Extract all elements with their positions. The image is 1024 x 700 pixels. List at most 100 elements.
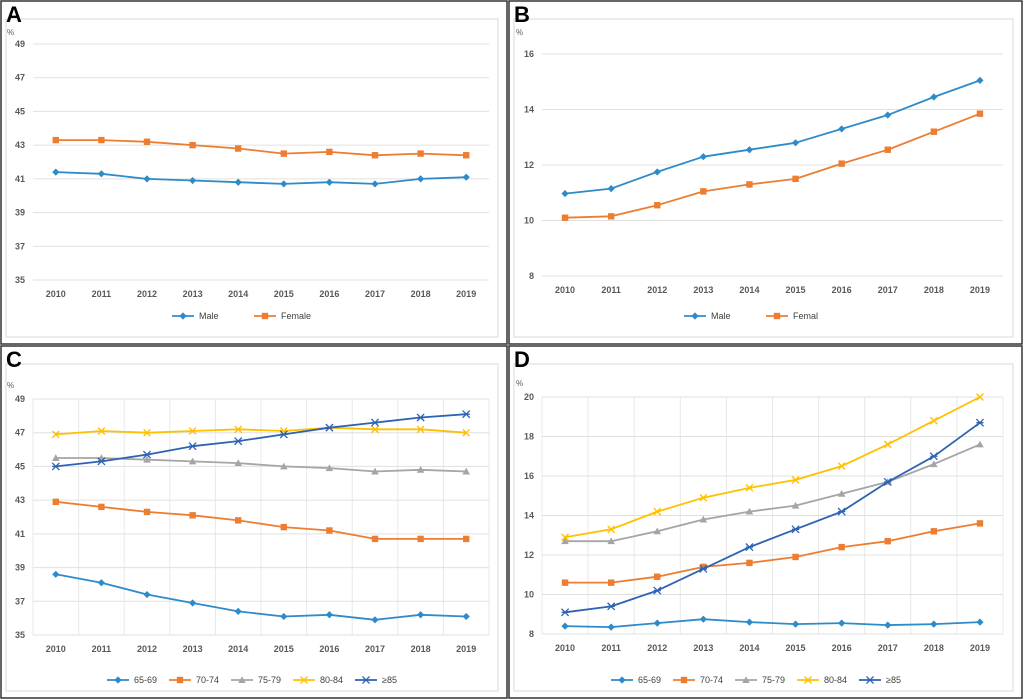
data-point <box>462 467 470 475</box>
y-axis-unit: % <box>7 28 14 37</box>
data-point <box>234 437 243 446</box>
series-line <box>55 500 467 540</box>
data-point <box>143 508 151 516</box>
data-point <box>699 564 708 573</box>
legend-marker <box>773 312 781 320</box>
panel-letter: D <box>514 347 530 372</box>
panel-frame <box>0 0 508 345</box>
data-point <box>745 483 754 492</box>
panel-frame <box>508 0 1023 345</box>
data-point <box>371 535 379 543</box>
x-tick-label: 2012 <box>647 285 667 295</box>
data-point <box>234 459 242 467</box>
x-tick-label: 2016 <box>832 643 852 653</box>
data-point <box>560 608 570 617</box>
x-tick-label: 2012 <box>647 643 667 653</box>
data-point <box>607 213 615 220</box>
chart-area-frame <box>5 18 499 338</box>
data-point <box>976 618 984 626</box>
legend-marker <box>361 675 371 685</box>
legend-marker <box>179 312 187 320</box>
x-tick-label: 2011 <box>92 644 112 654</box>
data-point <box>561 214 569 221</box>
x-tick-label: 2012 <box>137 644 157 654</box>
data-point <box>838 125 846 133</box>
chart-area-frame <box>513 18 1014 338</box>
data-point <box>371 616 379 624</box>
y-axis-unit: % <box>516 379 523 388</box>
x-tick-label: 2010 <box>46 289 66 299</box>
panel-frame <box>0 345 508 699</box>
data-point <box>97 579 105 587</box>
legend-marker <box>804 676 812 684</box>
x-tick-label: 2018 <box>411 644 431 654</box>
data-point <box>235 517 242 524</box>
data-point <box>280 612 288 621</box>
data-point <box>884 111 892 119</box>
series-line <box>55 426 467 436</box>
x-tick-label: 2010 <box>555 285 575 295</box>
series-line <box>55 413 467 468</box>
x-tick-label: 2018 <box>924 643 944 653</box>
data-point <box>417 611 425 619</box>
panel-c: C% 35 37 39 41 43 45 47 49 2010 2011 2012 2013 2014 20… <box>0 345 508 699</box>
y-tick-label: 41 <box>15 529 25 539</box>
data-point <box>745 507 754 515</box>
data-point <box>653 619 661 627</box>
data-point <box>607 525 616 534</box>
data-point <box>930 528 938 535</box>
data-point <box>745 146 754 154</box>
legend-label: 75-79 <box>258 675 281 685</box>
data-point <box>52 498 59 506</box>
data-point <box>371 180 379 188</box>
data-point <box>52 136 59 144</box>
y-tick-label: 10 <box>524 590 534 600</box>
y-tick-label: 49 <box>15 39 25 49</box>
series-line <box>55 171 467 185</box>
x-tick-label: 2014 <box>739 285 759 295</box>
legend-marker <box>742 676 750 683</box>
data-point <box>700 188 707 195</box>
data-point <box>976 440 984 448</box>
data-point <box>325 611 333 619</box>
data-point <box>930 93 938 101</box>
data-point <box>837 507 846 516</box>
y-axis-unit: % <box>516 28 523 37</box>
data-point <box>745 618 754 626</box>
data-point <box>462 173 470 181</box>
y-tick-label: 45 <box>15 461 25 471</box>
data-point <box>976 110 984 117</box>
data-point <box>653 527 662 535</box>
x-tick-label: 2013 <box>183 289 203 299</box>
legend-label: 65-69 <box>134 675 157 685</box>
x-tick-label: 2015 <box>786 643 806 653</box>
data-point <box>791 476 800 484</box>
x-tick-label: 2013 <box>183 644 203 654</box>
x-tick-label: 2019 <box>456 644 476 654</box>
x-tick-label: 2014 <box>228 289 248 299</box>
panel-letter: B <box>514 2 530 27</box>
data-point <box>607 579 615 586</box>
data-point <box>371 467 379 475</box>
data-point <box>837 462 846 471</box>
data-point <box>98 503 105 511</box>
y-tick-label: 47 <box>15 73 25 83</box>
y-tick-label: 35 <box>15 275 25 285</box>
legend-marker <box>261 312 269 320</box>
legend: Male Female <box>172 311 311 321</box>
data-point <box>607 602 616 611</box>
x-tick-label: 2019 <box>970 285 990 295</box>
data-point <box>838 619 846 627</box>
legend-label: ≥85 <box>886 675 901 685</box>
data-point <box>883 440 892 449</box>
y-tick-label: 20 <box>524 392 534 402</box>
y-tick-label: 14 <box>524 511 534 521</box>
data-point <box>188 442 197 451</box>
data-point <box>142 450 152 459</box>
data-point <box>976 520 984 527</box>
series-line <box>564 79 981 195</box>
data-point <box>884 537 891 545</box>
data-point <box>930 620 938 628</box>
data-point <box>791 139 800 147</box>
data-point <box>607 184 615 193</box>
